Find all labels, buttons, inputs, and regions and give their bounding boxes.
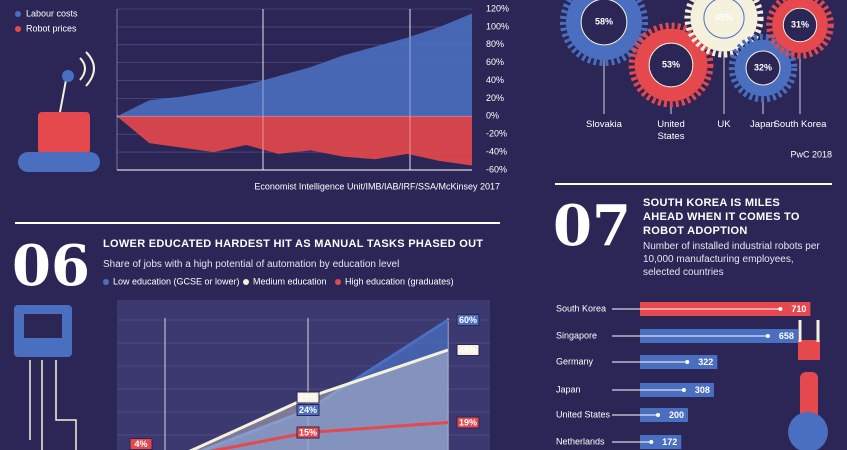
value-label: 48% [459,345,477,355]
legend-marker [15,11,21,17]
legend-marker [335,279,341,285]
value-label: 60% [459,315,477,325]
value-label: 32% [754,62,772,72]
connector-dot [649,440,654,444]
section-subtitle: Number of installed industrial robots pe… [643,241,820,278]
legend-marker [15,26,21,32]
value-label: 4% [134,439,147,449]
value-label: 15% [299,427,317,437]
value-label-box [296,391,320,404]
category-label: Germany [556,356,594,366]
value-label: 45% [715,12,733,22]
value-label: 53% [662,59,680,69]
area [117,13,472,117]
source: PwC 2018 [790,149,832,159]
legend-label: Medium education [253,276,327,286]
area-fill [192,350,448,450]
gear-inner [745,50,781,86]
value-label-box [456,344,480,356]
value-label: 29% [299,392,317,402]
category-label: South Korea [773,119,827,130]
y-tick-label: 100% [486,21,509,31]
connector-dot [778,307,783,311]
source: Economist Intelligence Unit/IMB/IAB/IRF/… [254,181,500,191]
y-tick-label: 40% [486,75,504,85]
area-fill [204,320,448,450]
area [117,116,472,166]
y-tick-label: 60% [486,57,504,67]
category-label: UK [717,119,731,130]
category-label: United States [657,119,685,142]
value-label-box [456,314,480,326]
gear-inner [580,0,628,46]
y-tick-label: 20% [486,93,504,103]
arm-illustration [788,320,828,450]
connector-dot [685,360,690,364]
value-label: 19% [459,417,477,427]
category-label: Singapore [556,330,597,340]
category-label: Slovakia [586,119,622,130]
gear-teeth [559,0,649,67]
gear-teeth [628,22,714,108]
value-label: 710 [791,304,806,314]
connector-dot [656,413,660,417]
value-label-box [296,404,320,416]
gear-inner [703,0,745,39]
gear-teeth [684,0,764,58]
gear-teeth [728,33,798,103]
device-illustration [14,305,77,450]
legend-label: Labour costs [26,8,78,18]
section-number: 06 [12,233,90,299]
gear-teeth [766,0,834,59]
y-tick-label: 120% [486,3,509,13]
category-label: South Korea [556,303,606,313]
robot-illustration [18,51,100,172]
legend-marker [243,279,249,285]
legend-label: High education (graduates) [345,276,454,286]
connector-dot [681,388,686,392]
category-label: United States [556,409,611,419]
category-label: Netherlands [556,436,605,446]
legend-marker [103,279,109,285]
section-number: 07 [553,193,631,259]
value-label-box [296,426,320,439]
value-label: 24% [299,405,317,415]
connector-dot [765,334,770,338]
value-label: 200 [669,410,684,420]
y-tick-label: -40% [486,146,507,156]
legend-label: Robot prices [26,23,77,33]
y-tick-label: 0% [486,111,499,121]
value-label: 322 [698,357,713,367]
y-tick-label: -60% [486,164,507,174]
section-subtitle: Share of jobs with a high potential of a… [103,259,400,270]
gear-inner [648,42,694,88]
category-label: Japan [556,384,581,394]
y-tick-label: -20% [486,129,507,139]
value-label-box [456,416,480,429]
section-title: SOUTH KOREA IS MILES AHEAD WHEN IT COMES… [643,197,800,237]
value-label: 172 [662,437,677,447]
category-label: Japan [750,119,776,130]
bar [640,408,688,422]
value-label: 31% [791,19,809,29]
value-label: 308 [695,385,710,395]
gear-inner [782,7,818,43]
value-label: 658 [779,331,794,341]
y-tick-label: 80% [486,39,504,49]
section-title: LOWER EDUCATED HARDEST HIT AS MANUAL TAS… [103,238,484,250]
legend-label: Low education (GCSE or lower) [113,276,240,286]
value-label: 58% [595,16,613,26]
bar [640,435,682,449]
